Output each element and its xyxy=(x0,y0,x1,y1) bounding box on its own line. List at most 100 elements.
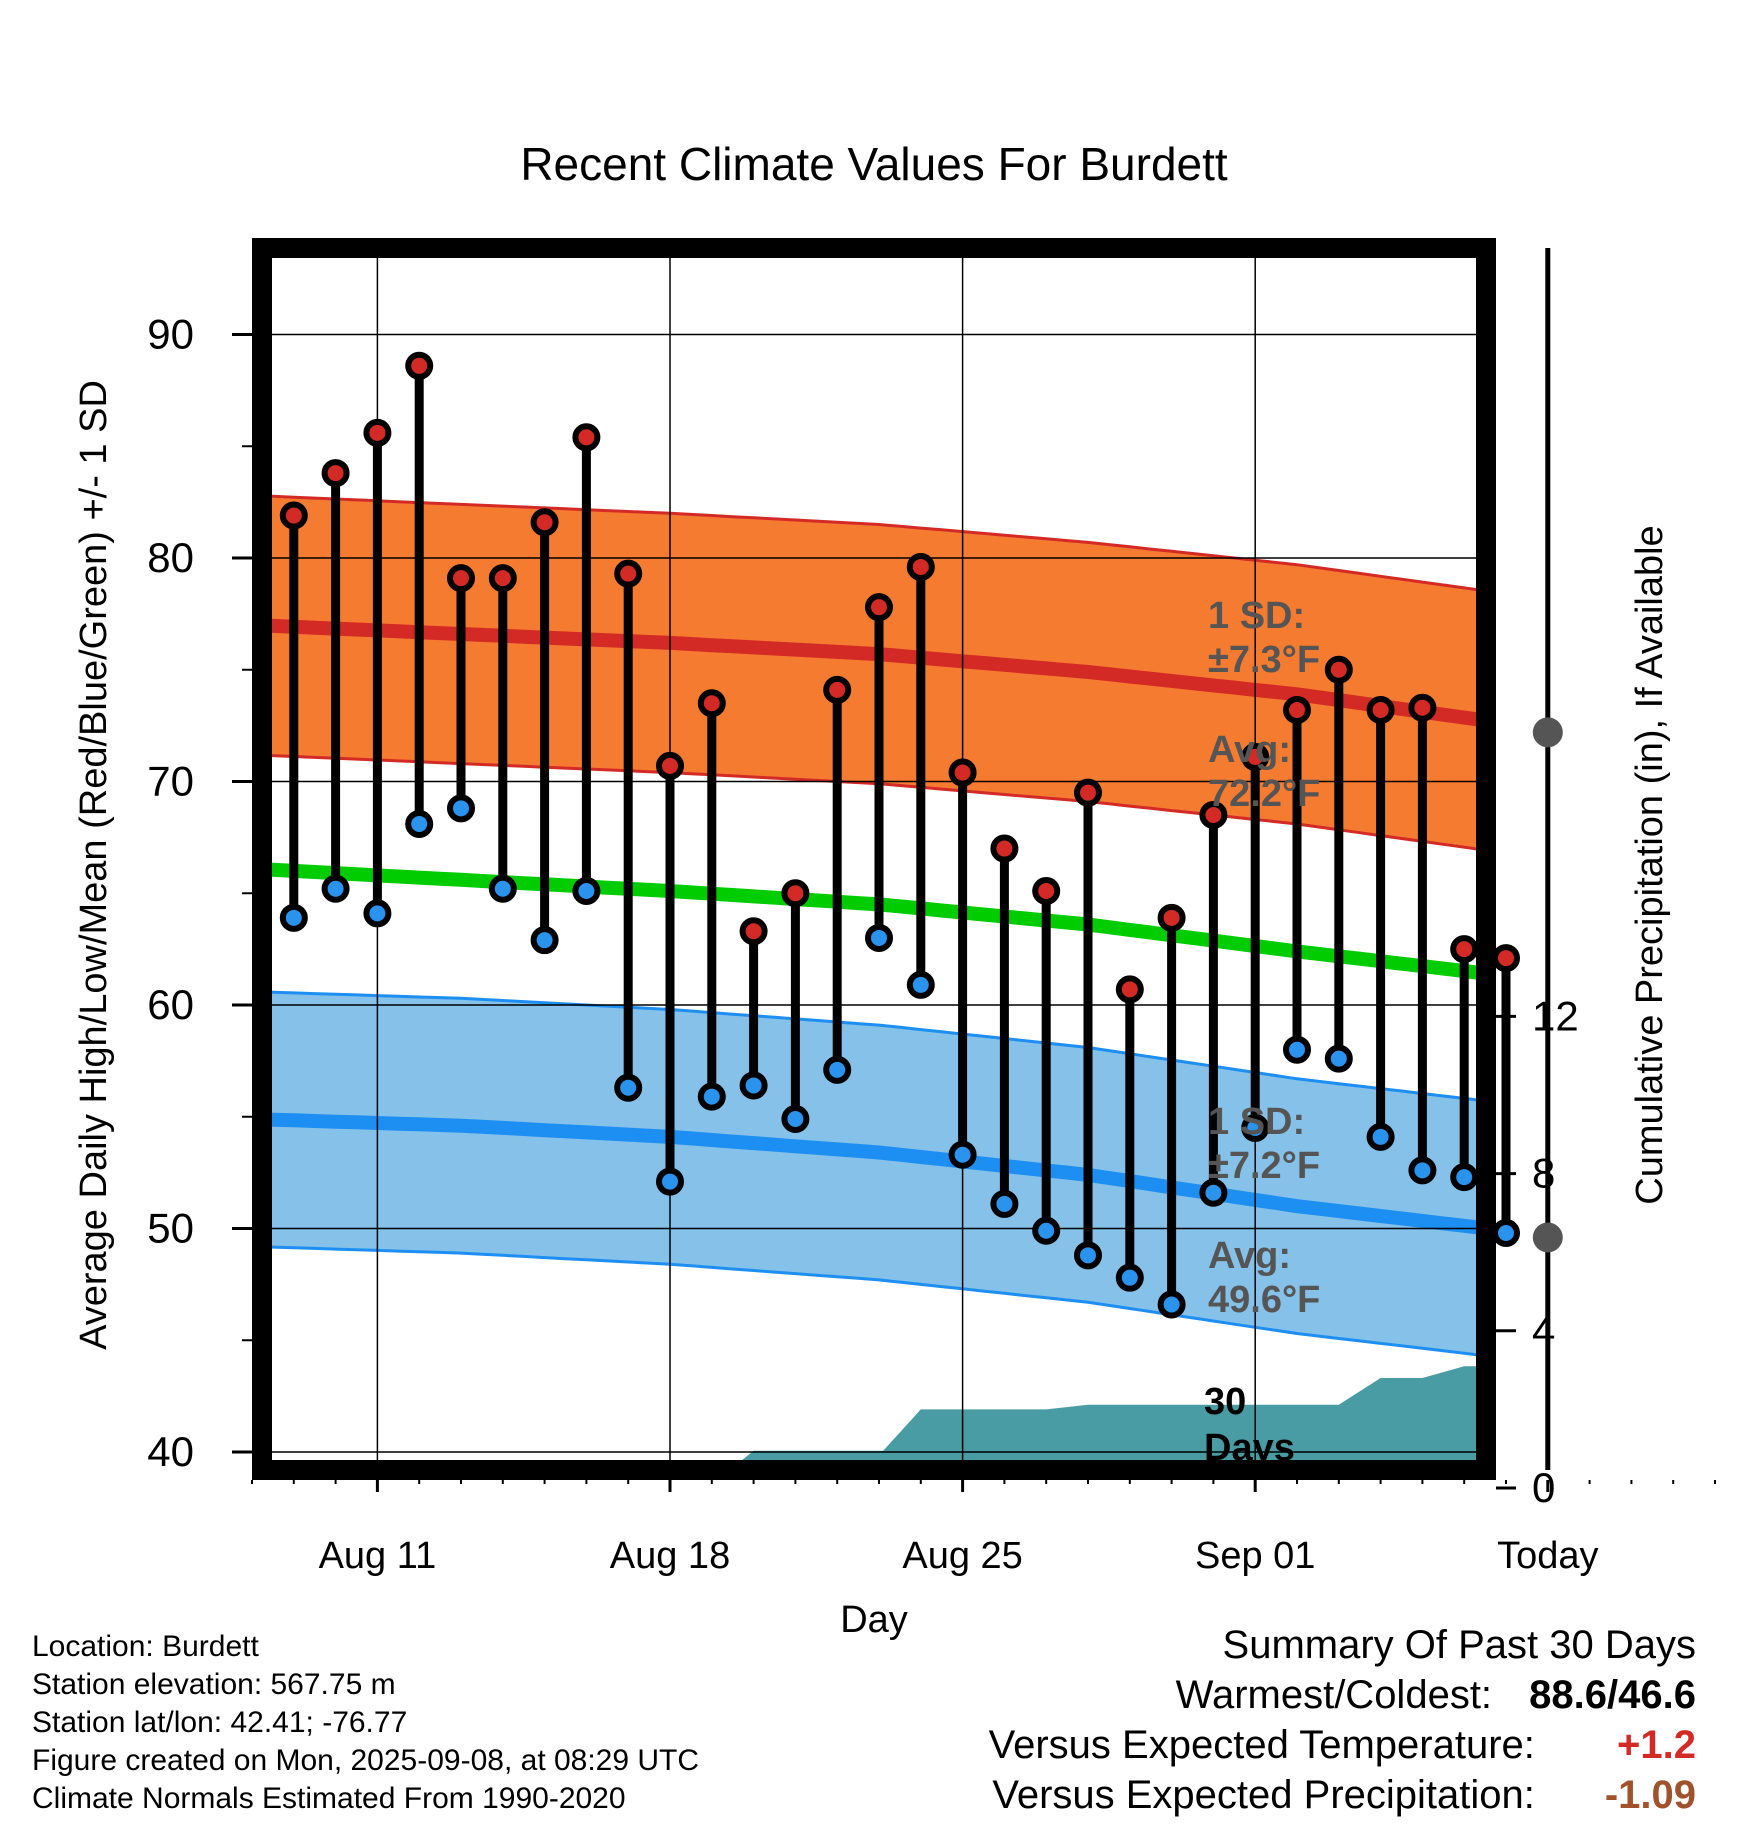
low-sd-band xyxy=(262,991,1486,1356)
high-point-17 xyxy=(948,758,977,787)
y-tick-label-left-5: 90 xyxy=(147,311,194,358)
low-point-4 xyxy=(405,809,434,838)
summary-panel: Summary Of Past 30 Days Warmest/Coldest:… xyxy=(989,1620,1696,1820)
avg-mean-line xyxy=(262,862,1486,981)
summary-warmest-row: Warmest/Coldest: 88.6/46.6 xyxy=(989,1670,1696,1720)
warmest-value: 88.6/46.6 xyxy=(1529,1673,1696,1717)
low-sd-value: ±7.2°F xyxy=(1208,1145,1320,1187)
avg-low-line xyxy=(262,1112,1486,1236)
avg-high-line xyxy=(262,618,1486,728)
high-point-30 xyxy=(1492,944,1520,973)
high-point-9 xyxy=(614,559,643,588)
high-point-5 xyxy=(447,564,475,593)
high-point-1 xyxy=(279,501,308,530)
high-sd-label: 1 SD: xyxy=(1208,595,1305,637)
y-tick-label-right-0: 0 xyxy=(1532,1464,1555,1511)
x-axis-label: Day xyxy=(840,1599,908,1641)
high-point-26 xyxy=(1324,655,1353,684)
summary-precip-row: Versus Expected Precipitation: -1.09 xyxy=(989,1770,1696,1820)
low-point-19 xyxy=(1032,1216,1061,1245)
low-point-17 xyxy=(948,1140,977,1169)
low-avg-value: 49.6°F xyxy=(1208,1279,1320,1321)
high-point-8 xyxy=(572,423,601,452)
low-point-14 xyxy=(823,1055,852,1084)
low-point-27 xyxy=(1366,1122,1395,1151)
y-tick-label-right-2: 8 xyxy=(1532,1150,1555,1197)
low-point-20 xyxy=(1074,1241,1102,1270)
high-point-25 xyxy=(1283,695,1311,724)
y-tick-label-left-0: 40 xyxy=(147,1428,194,1475)
low-sd-label: 1 SD: xyxy=(1208,1101,1305,1143)
low-point-30 xyxy=(1492,1218,1520,1247)
high-point-18 xyxy=(990,834,1019,863)
low-point-12 xyxy=(739,1071,768,1100)
today-avg-low-dot xyxy=(1532,1222,1563,1253)
chart-title: Recent Climate Values For Burdett xyxy=(520,138,1228,190)
low-point-8 xyxy=(572,877,601,906)
x-tick-label-3: Sep 01 xyxy=(1195,1535,1315,1577)
high-point-28 xyxy=(1408,693,1437,722)
low-avg-label: Avg: xyxy=(1208,1235,1291,1277)
precip-label: Versus Expected Precipitation: xyxy=(992,1773,1535,1817)
high-avg-label: Avg: xyxy=(1208,729,1291,771)
station-info: Location: Burdett Station elevation: 567… xyxy=(32,1628,699,1818)
high-point-27 xyxy=(1366,695,1395,724)
low-point-6 xyxy=(488,874,517,903)
today-avg-high-dot xyxy=(1532,717,1563,748)
temp-value: +1.2 xyxy=(1617,1723,1696,1767)
latlon-text: Station lat/lon: 42.41; -76.77 xyxy=(32,1706,408,1739)
y-tick-label-left-3: 70 xyxy=(147,758,194,805)
low-point-21 xyxy=(1115,1263,1144,1292)
precip-area xyxy=(729,1366,1486,1470)
low-point-22 xyxy=(1157,1290,1186,1319)
y-tick-label-right-3: 12 xyxy=(1532,992,1579,1039)
low-point-7 xyxy=(530,926,559,955)
low-sd-lower-edge xyxy=(262,1245,1486,1358)
low-point-9 xyxy=(614,1073,643,1102)
x-tick-label-2: Aug 25 xyxy=(902,1535,1022,1577)
x-tick-label-1: Aug 18 xyxy=(610,1535,730,1577)
high-point-21 xyxy=(1115,975,1144,1004)
low-point-18 xyxy=(990,1189,1019,1218)
high-point-13 xyxy=(781,879,810,908)
low-point-1 xyxy=(279,903,308,932)
high-point-10 xyxy=(656,751,684,780)
high-point-14 xyxy=(823,675,852,704)
high-point-24 xyxy=(1241,742,1270,771)
high-point-16 xyxy=(906,552,935,581)
low-point-24 xyxy=(1241,1113,1270,1142)
high-sd-value: ±7.3°F xyxy=(1208,639,1320,681)
high-point-11 xyxy=(697,689,726,718)
high-point-2 xyxy=(321,459,350,488)
low-sd-upper-edge xyxy=(262,990,1486,1103)
high-point-4 xyxy=(405,351,434,380)
high-point-23 xyxy=(1199,801,1228,830)
plot-frame xyxy=(252,238,1496,1480)
x-tick-label-0: Aug 11 xyxy=(319,1535,437,1577)
y-axis-label-right: Cumulative Precipitation (in), If Availa… xyxy=(1629,525,1671,1204)
low-point-16 xyxy=(906,970,935,999)
high-point-6 xyxy=(488,564,517,593)
y-tick-label-left-1: 50 xyxy=(147,1205,194,1252)
warmest-label: Warmest/Coldest: xyxy=(1175,1673,1493,1717)
low-point-15 xyxy=(865,923,893,952)
low-point-23 xyxy=(1199,1178,1228,1207)
low-point-10 xyxy=(656,1167,684,1196)
data-layer xyxy=(279,248,1563,1470)
low-point-2 xyxy=(321,874,350,903)
low-point-3 xyxy=(363,899,392,928)
low-point-5 xyxy=(447,794,475,823)
high-sd-band xyxy=(262,495,1486,851)
x-tick-label-4: Today xyxy=(1497,1535,1598,1577)
normals-text: Climate Normals Estimated From 1990-2020 xyxy=(32,1782,626,1815)
high-point-20 xyxy=(1074,778,1102,807)
low-point-25 xyxy=(1283,1035,1311,1064)
y-tick-label-left-4: 80 xyxy=(147,534,194,581)
days-unit-label: Days xyxy=(1204,1427,1295,1469)
high-point-29 xyxy=(1450,935,1479,964)
high-sd-lower-edge xyxy=(262,753,1486,852)
low-point-28 xyxy=(1408,1156,1437,1185)
